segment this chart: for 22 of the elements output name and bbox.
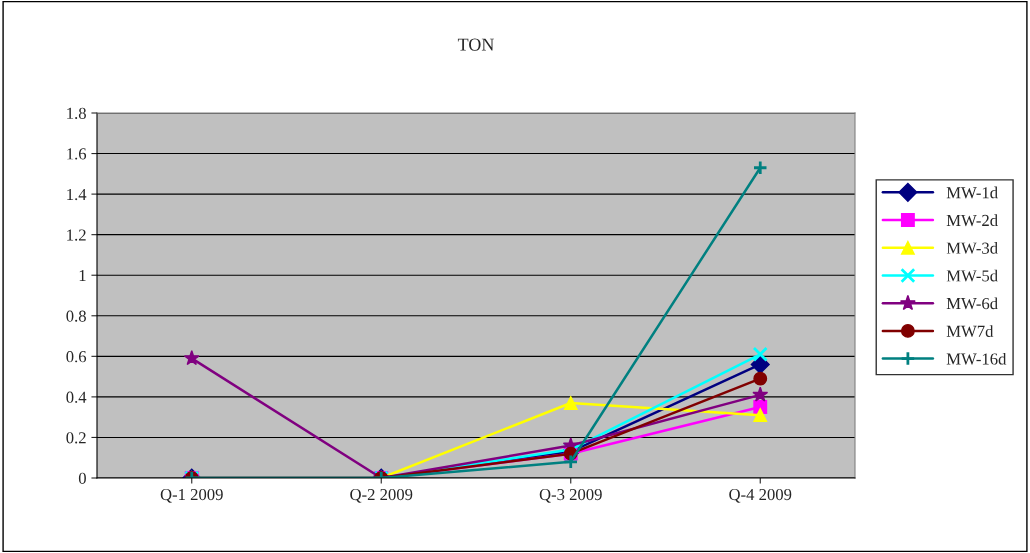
y-tick-label: 0.6 — [66, 351, 87, 363]
y-tick-label: 1.6 — [67, 148, 87, 160]
y-tick-label: 1.2 — [67, 229, 86, 241]
y-tick-label: 1.8 — [67, 107, 86, 120]
legend-label: MW-5d — [946, 269, 998, 282]
legend-label: MW-16d — [946, 352, 1007, 365]
y-tick-label: 0.8 — [66, 310, 86, 322]
y-tick-label: 0.4 — [66, 391, 87, 403]
y-tick-label: 1 — [79, 270, 86, 281]
x-tick-label: Q-4 2009 — [729, 488, 792, 503]
y-tick-label: 0.2 — [66, 432, 86, 444]
x-tick-label: Q-2 2009 — [350, 488, 413, 503]
legend-label: MW-1d — [946, 186, 998, 199]
legend-label: MW7d — [946, 325, 994, 337]
x-tick-label: Q-3 2009 — [539, 488, 602, 503]
chart-title: TON — [457, 38, 494, 51]
y-tick-label: 1.4 — [67, 188, 87, 201]
y-tick-label: 0 — [78, 472, 86, 484]
legend-label: MW-2d — [946, 214, 998, 227]
legend-label: MW-3d — [946, 242, 998, 254]
legend-label: MW-6d — [946, 297, 998, 310]
x-tick-label: Q-1 2009 — [160, 488, 223, 503]
